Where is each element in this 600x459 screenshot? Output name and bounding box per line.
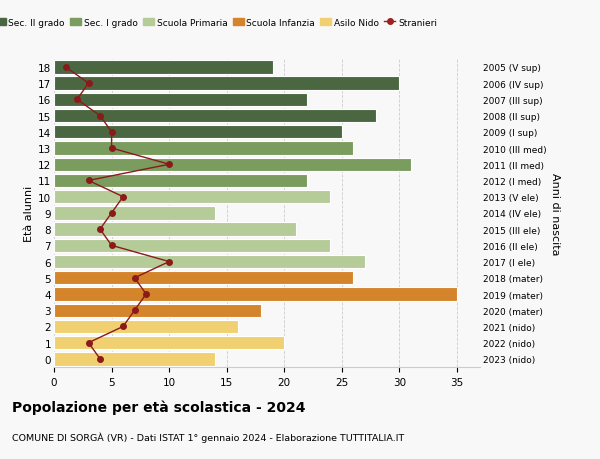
Bar bbox=[54, 110, 376, 123]
Bar bbox=[54, 142, 353, 155]
Bar bbox=[54, 304, 261, 317]
Bar bbox=[54, 190, 331, 204]
Bar bbox=[54, 126, 342, 139]
Legend: Sec. II grado, Sec. I grado, Scuola Primaria, Scuola Infanzia, Asilo Nido, Stran: Sec. II grado, Sec. I grado, Scuola Prim… bbox=[0, 15, 440, 31]
Bar bbox=[54, 207, 215, 220]
Bar bbox=[54, 320, 238, 333]
Text: Popolazione per età scolastica - 2024: Popolazione per età scolastica - 2024 bbox=[12, 399, 305, 414]
Bar bbox=[54, 255, 365, 269]
Bar bbox=[54, 336, 284, 350]
Bar bbox=[54, 223, 296, 236]
Bar bbox=[54, 77, 400, 90]
Bar bbox=[54, 272, 353, 285]
Bar bbox=[54, 353, 215, 366]
Text: COMUNE DI SORGÀ (VR) - Dati ISTAT 1° gennaio 2024 - Elaborazione TUTTITALIA.IT: COMUNE DI SORGÀ (VR) - Dati ISTAT 1° gen… bbox=[12, 431, 404, 442]
Bar bbox=[54, 239, 331, 252]
Y-axis label: Età alunni: Età alunni bbox=[24, 185, 34, 241]
Bar bbox=[54, 61, 273, 74]
Y-axis label: Anni di nascita: Anni di nascita bbox=[550, 172, 560, 255]
Bar bbox=[54, 174, 307, 188]
Bar bbox=[54, 94, 307, 107]
Bar bbox=[54, 288, 457, 301]
Bar bbox=[54, 158, 411, 172]
